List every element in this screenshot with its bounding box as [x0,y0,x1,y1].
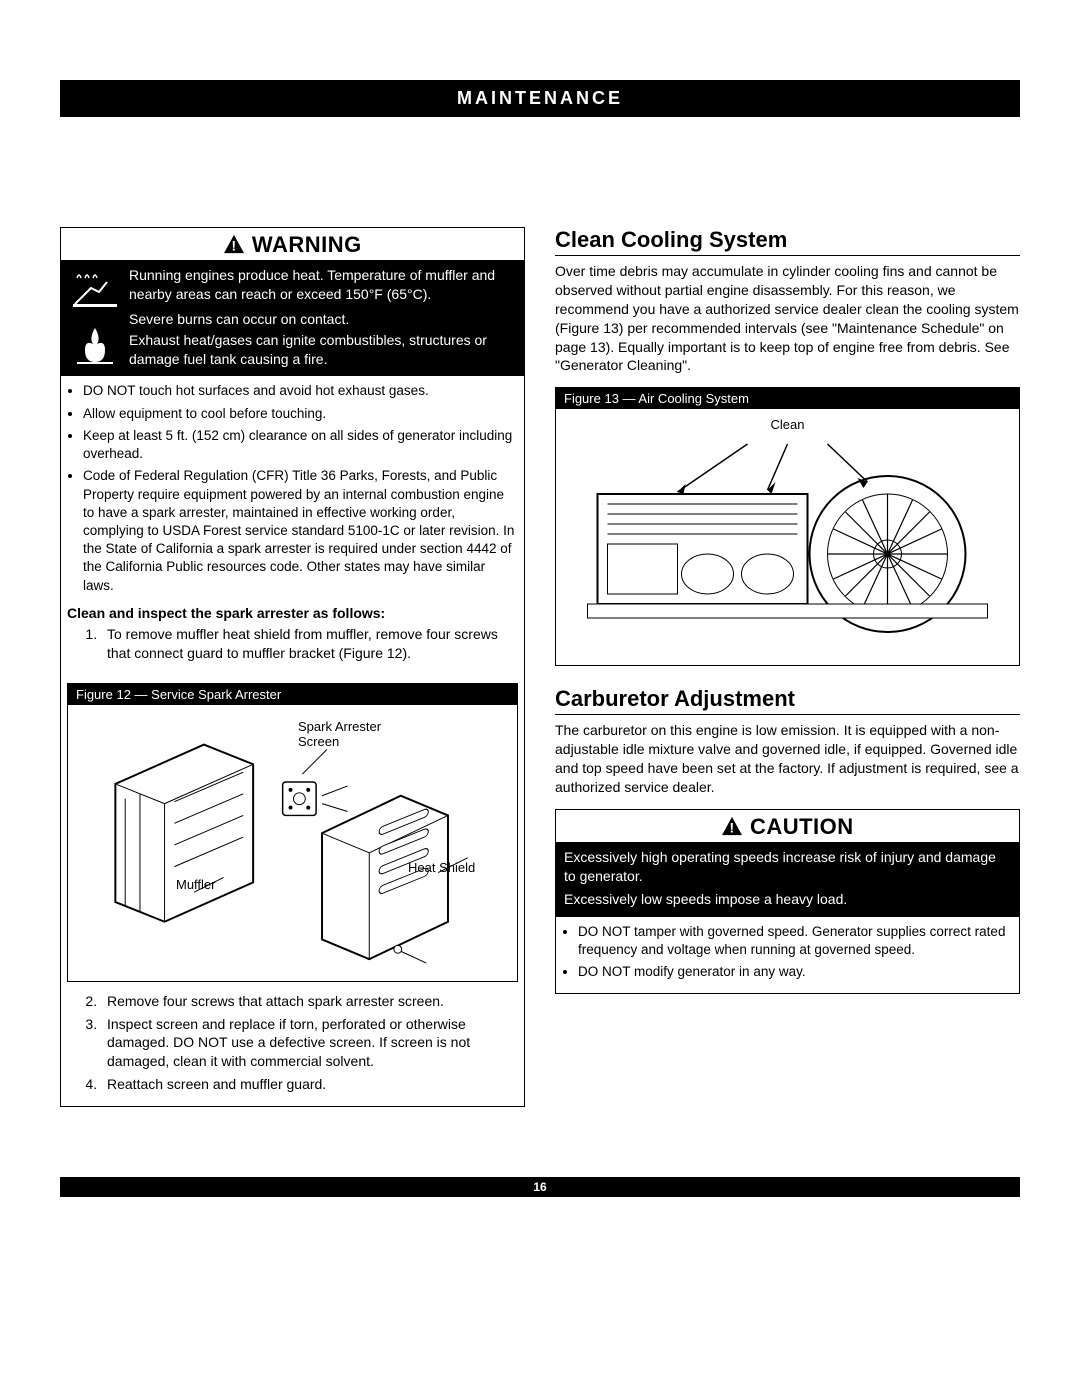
caution-title: ! CAUTION [556,810,1019,842]
fire-icon [69,322,121,368]
figure-12: Figure 12 — Service Spark Arrester [67,683,518,982]
two-column-layout: ! WARNING [60,227,1020,1107]
warning-triangle-icon: ! [223,234,245,254]
carburetor-heading: Carburetor Adjustment [555,686,1020,715]
step-item: Reattach screen and muffler guard. [101,1075,518,1094]
warning-hazard-panel: Running engines produce heat. Temperatur… [61,260,524,376]
step-item: Remove four screws that attach spark arr… [101,992,518,1011]
figure-13-caption: Figure 13 — Air Cooling System [556,388,1019,409]
label-spark-arrester: Spark Arrester Screen [298,719,418,749]
right-column: Clean Cooling System Over time debris ma… [555,227,1020,1107]
cooling-body: Over time debris may accumulate in cylin… [555,262,1020,375]
warning-bullets: DO NOT touch hot surfaces and avoid hot … [61,382,524,594]
svg-text:!: ! [730,820,735,835]
caution-line-2: Excessively low speeds impose a heavy lo… [564,890,1011,909]
page-number: 16 [533,1180,546,1194]
caution-line-1: Excessively high operating speeds increa… [564,848,1011,886]
step-item: Inspect screen and replace if torn, perf… [101,1015,518,1072]
figure-12-body: Spark Arrester Screen Muffler Heat Shiel… [68,705,517,981]
hazard-line-1: Running engines produce heat. Temperatur… [129,266,516,304]
inspect-heading: Clean and inspect the spark arrester as … [67,605,518,621]
carburetor-body: The carburetor on this engine is low emi… [555,721,1020,797]
figure-12-caption: Figure 12 — Service Spark Arrester [68,684,517,705]
cooling-heading: Clean Cooling System [555,227,1020,256]
hazard-icons [69,266,121,368]
warning-bullet: Keep at least 5 ft. (152 cm) clearance o… [83,427,518,463]
caution-box: ! CAUTION Excessively high operating spe… [555,809,1020,994]
figure-13-svg [564,434,1011,644]
warning-title: ! WARNING [61,228,524,260]
caution-title-text: CAUTION [750,814,854,839]
caution-triangle-icon: ! [721,816,743,836]
spark-arrester-steps-2: Remove four screws that attach spark arr… [61,992,524,1106]
caution-bullet: DO NOT modify generator in any way. [578,963,1013,981]
figure-13-clean-label: Clean [564,417,1011,432]
caution-bullets: DO NOT tamper with governed speed. Gener… [556,923,1019,994]
caution-hazard-panel: Excessively high operating speeds increa… [556,842,1019,917]
warning-hazard-text: Running engines produce heat. Temperatur… [129,266,516,368]
hazard-line-2: Severe burns can occur on contact. [129,310,516,329]
warning-bullet: DO NOT touch hot surfaces and avoid hot … [83,382,518,400]
figure-13-body: Clean [556,409,1019,665]
section-header: MAINTENANCE [60,80,1020,117]
warning-title-text: WARNING [252,232,362,257]
svg-text:!: ! [232,238,237,253]
hazard-line-3: Exhaust heat/gases can ignite combustibl… [129,331,516,369]
warning-box: ! WARNING [60,227,525,1107]
spark-arrester-steps-1: To remove muffler heat shield from muffl… [61,625,524,675]
label-heat-shield: Heat Shield [408,860,475,875]
left-column: ! WARNING [60,227,525,1107]
caution-bullet: DO NOT tamper with governed speed. Gener… [578,923,1013,959]
figure-13: Figure 13 — Air Cooling System Clean [555,387,1020,666]
warning-bullet: Code of Federal Regulation (CFR) Title 3… [83,467,518,595]
page: MAINTENANCE ! WARNING [0,0,1080,1227]
label-muffler: Muffler [176,877,216,892]
warning-bullet: Allow equipment to cool before touching. [83,405,518,423]
figure-12-svg [76,713,509,973]
page-footer: 16 [60,1177,1020,1197]
step-item: To remove muffler heat shield from muffl… [101,625,518,663]
hot-surface-icon [69,266,121,312]
